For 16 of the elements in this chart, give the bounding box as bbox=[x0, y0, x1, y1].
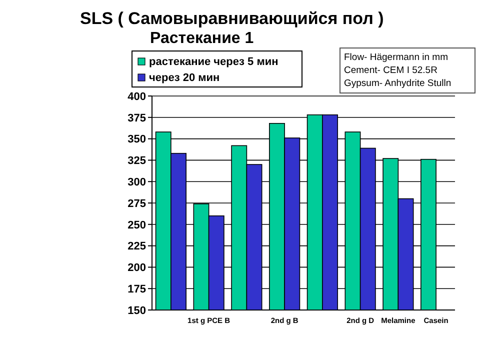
y-tick-label: 225 bbox=[128, 240, 146, 253]
legend-label: растекание через 5 мин bbox=[149, 56, 278, 68]
y-tick-label: 250 bbox=[128, 219, 146, 232]
legend-label: через 20 мин bbox=[149, 72, 220, 84]
y-tick-label: 175 bbox=[128, 283, 146, 296]
y-tick-label: 350 bbox=[128, 134, 146, 146]
text: Flow- Hägermann in mm Cement- CEM I 52.5R Gypsum- Anhydrite Stulln bbox=[344, 52, 452, 89]
chart-title: SLS ( Самовыравнивающийся пол ) bbox=[80, 9, 384, 28]
y-tick-label: 200 bbox=[128, 262, 146, 274]
chart-subtitle: Растекание 1 bbox=[150, 30, 254, 47]
y-tick-label: 150 bbox=[128, 304, 146, 317]
y-tick-label: 275 bbox=[128, 198, 146, 210]
y-tick-label: 300 bbox=[128, 176, 146, 188]
y-tick-label: 375 bbox=[128, 112, 146, 124]
y-tick-label: 325 bbox=[128, 155, 146, 168]
y-tick-label: 400 bbox=[128, 90, 146, 103]
